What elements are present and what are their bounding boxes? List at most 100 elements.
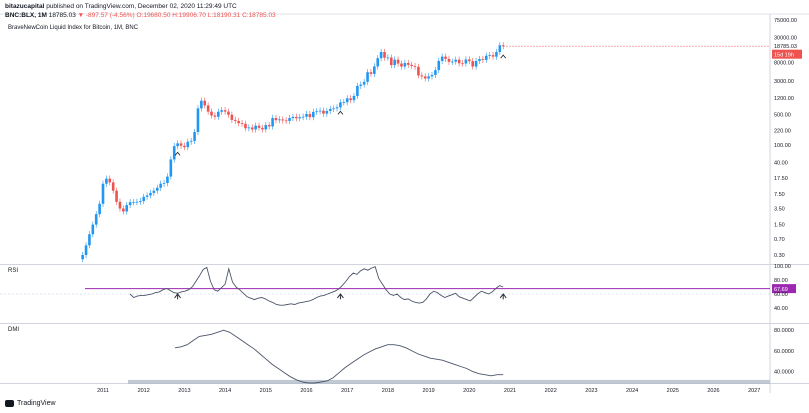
candle <box>495 48 498 60</box>
tradingview-brand[interactable]: TradingView <box>5 400 56 407</box>
candle <box>189 137 193 145</box>
candle <box>98 200 101 218</box>
dmi-fill-band <box>128 379 770 384</box>
candle <box>366 69 369 85</box>
candle-body <box>478 59 481 61</box>
candle-body <box>267 125 271 127</box>
candle-body <box>315 111 318 113</box>
candle <box>295 113 298 122</box>
candle <box>454 56 458 65</box>
candle-body <box>88 234 91 246</box>
candle-body <box>193 132 196 141</box>
candle <box>196 105 200 136</box>
candle-body <box>206 105 210 112</box>
candle <box>298 114 302 122</box>
candle-body <box>332 108 335 110</box>
candle-body <box>84 245 88 255</box>
rsi-line <box>129 266 504 306</box>
candle <box>288 114 291 125</box>
candle-body <box>271 118 274 127</box>
candle-body <box>155 187 159 191</box>
candle-body <box>125 205 129 212</box>
candle <box>322 107 325 117</box>
candle-body <box>403 63 407 67</box>
publish-line: bitazucapital published on TradingView.c… <box>5 3 237 10</box>
time-axis-label: 2017 <box>341 388 353 394</box>
candle <box>267 121 271 130</box>
candle <box>254 122 257 133</box>
candle-body <box>501 45 505 47</box>
candle <box>369 69 373 77</box>
candle-body <box>471 61 474 67</box>
candle-body <box>488 55 491 56</box>
time-axis-label: 2014 <box>219 388 231 394</box>
rsi-level-tag <box>772 284 796 294</box>
candle-body <box>362 81 366 85</box>
candle <box>484 52 488 63</box>
candle <box>335 104 339 112</box>
candle <box>434 66 437 79</box>
candle-body <box>291 116 295 119</box>
candle-body <box>159 183 162 188</box>
candle-body <box>498 45 502 53</box>
author-name[interactable]: bitazucapital <box>5 3 45 10</box>
rsi-axis-label: 100.00 <box>774 264 791 270</box>
candle <box>162 179 166 187</box>
candle-body <box>345 98 349 103</box>
time-axis-label: 2012 <box>138 388 150 394</box>
candle-body <box>423 76 427 79</box>
candle-body <box>457 59 461 64</box>
candle <box>430 71 434 80</box>
candle-body <box>417 66 420 76</box>
candle-body <box>217 111 220 117</box>
rsi-level-label: 67.69 <box>774 287 788 293</box>
candle <box>386 54 390 61</box>
candle-body <box>406 63 410 65</box>
candle <box>169 156 173 180</box>
candle <box>461 60 464 67</box>
low-value: L:18190.31 <box>207 12 241 19</box>
candle-body <box>244 123 247 129</box>
price-axis-label: 100.00 <box>774 143 791 149</box>
candle <box>94 211 98 228</box>
candle-body <box>461 63 464 65</box>
candle <box>230 111 234 123</box>
time-axis-label: 2024 <box>626 388 638 394</box>
candle <box>383 48 386 61</box>
candle <box>332 105 335 112</box>
candle-body <box>366 72 369 82</box>
candle <box>301 113 305 121</box>
price-arrow-icon <box>500 54 507 59</box>
price-axis-label: 40.00 <box>774 160 788 166</box>
candle <box>393 56 396 69</box>
price-axis-label: 3.50 <box>774 207 785 213</box>
candle-body <box>94 214 98 225</box>
price-tag <box>772 49 802 59</box>
close-value: C:18785.03 <box>242 12 276 19</box>
time-axis-label: 2021 <box>504 388 516 394</box>
candle-body <box>437 60 441 71</box>
candle <box>91 221 95 238</box>
candle <box>403 59 407 70</box>
candle-body <box>400 63 403 67</box>
dmi-adx-line <box>174 329 504 384</box>
candle <box>444 53 447 62</box>
price-arrow-icon <box>174 151 181 156</box>
time-axis-label: 2026 <box>707 388 719 394</box>
candle-body <box>342 102 346 104</box>
tradingview-logo-icon <box>5 400 14 407</box>
price-arrow-icon <box>337 110 344 115</box>
candle <box>328 105 332 115</box>
candle <box>356 82 359 100</box>
time-axis-label: 2016 <box>300 388 312 394</box>
candle <box>179 140 183 149</box>
candle-body <box>468 59 471 62</box>
candle-body <box>132 202 135 203</box>
candle-body <box>189 140 193 142</box>
candle <box>227 108 230 118</box>
candle <box>342 99 346 106</box>
candle <box>118 198 122 212</box>
candle-body <box>81 255 84 260</box>
candle <box>362 78 366 88</box>
candle-body <box>386 57 390 59</box>
